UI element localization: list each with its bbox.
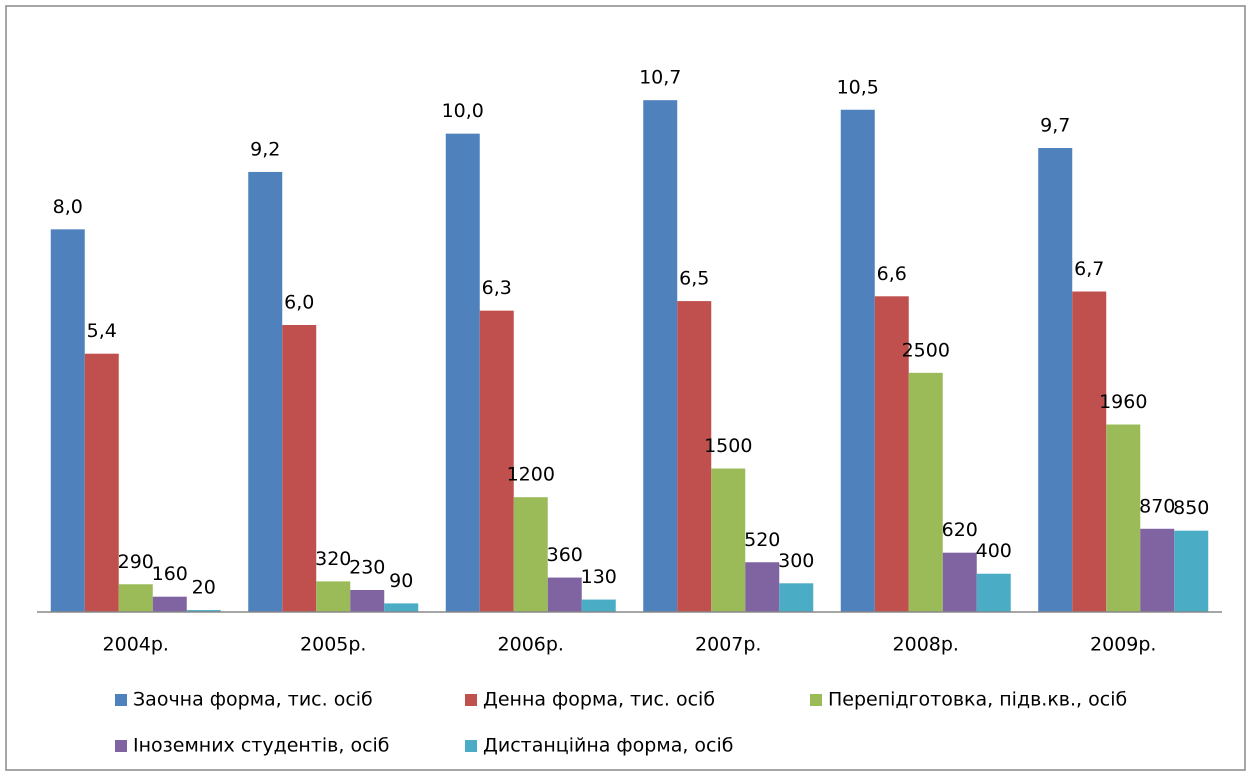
bar <box>50 229 85 613</box>
data-label: 20 <box>192 577 216 599</box>
x-tick-label: 2008р. <box>893 634 959 656</box>
bar <box>840 109 875 612</box>
data-label: 1200 <box>507 464 555 486</box>
legend-label: Іноземних студентів, осіб <box>133 735 390 757</box>
data-label: 130 <box>581 566 617 588</box>
data-label: 1500 <box>704 435 752 457</box>
data-label: 10,7 <box>639 67 681 89</box>
data-label: 6,6 <box>877 263 907 285</box>
legend-label: Дистанційна форма, осіб <box>483 735 734 757</box>
data-label: 400 <box>976 540 1012 562</box>
data-label: 620 <box>942 519 978 541</box>
bar <box>1174 530 1209 612</box>
bar <box>547 577 582 612</box>
bar <box>445 133 480 612</box>
bar <box>711 468 746 612</box>
x-tick-label: 2006р. <box>498 634 564 656</box>
bar <box>282 325 317 612</box>
legend-swatch <box>115 694 127 706</box>
data-label: 10,0 <box>442 100 484 122</box>
data-label: 870 <box>1139 495 1175 517</box>
bar <box>84 353 119 612</box>
legend-swatch <box>465 694 477 706</box>
bar <box>1038 148 1073 612</box>
data-label: 1960 <box>1099 391 1147 413</box>
data-label: 850 <box>1173 497 1209 519</box>
bar <box>908 372 943 612</box>
data-label: 520 <box>744 529 780 551</box>
bar <box>479 310 514 612</box>
legend-swatch <box>810 694 822 706</box>
bar <box>942 552 977 612</box>
bar <box>976 573 1011 612</box>
x-tick-label: 2004р. <box>103 634 169 656</box>
legend-label: Денна форма, тис. осіб <box>483 689 715 711</box>
bar <box>186 610 221 612</box>
bar <box>643 100 678 612</box>
data-label: 9,2 <box>250 138 280 160</box>
bar <box>1106 424 1141 612</box>
legend-label: Заочна форма, тис. осіб <box>133 689 373 711</box>
legend-swatch <box>465 740 477 752</box>
bar <box>874 296 909 612</box>
data-label: 10,5 <box>837 76 879 98</box>
data-label: 8,0 <box>53 196 83 218</box>
data-label: 320 <box>315 548 351 570</box>
data-label: 6,3 <box>482 277 512 299</box>
data-label: 360 <box>547 544 583 566</box>
x-tick-label: 2009р. <box>1090 634 1156 656</box>
bar <box>248 171 283 612</box>
data-label: 6,0 <box>284 292 314 314</box>
legend-swatch <box>115 740 127 752</box>
x-tick-label: 2007р. <box>695 634 761 656</box>
data-label: 300 <box>778 550 814 572</box>
bar <box>581 599 616 612</box>
x-tick-label: 2005р. <box>300 634 366 656</box>
data-label: 90 <box>389 570 413 592</box>
bar <box>384 603 419 612</box>
data-label: 5,4 <box>87 320 117 342</box>
data-label: 290 <box>118 551 154 573</box>
data-label: 9,7 <box>1040 115 1070 137</box>
bar <box>118 584 153 612</box>
data-label: 6,5 <box>679 268 709 290</box>
data-label: 2500 <box>902 339 950 361</box>
bar <box>677 301 712 612</box>
data-label: 230 <box>349 556 385 578</box>
bar <box>745 562 780 612</box>
bar <box>316 581 351 612</box>
bar <box>1072 291 1107 612</box>
bar <box>779 583 814 612</box>
bar <box>1140 528 1175 612</box>
bar <box>152 596 187 612</box>
bar <box>513 497 548 612</box>
legend-label: Перепідготовка, підв.кв., осіб <box>828 689 1127 711</box>
data-label: 160 <box>152 563 188 585</box>
data-label: 6,7 <box>1074 258 1104 280</box>
bar <box>350 589 385 612</box>
